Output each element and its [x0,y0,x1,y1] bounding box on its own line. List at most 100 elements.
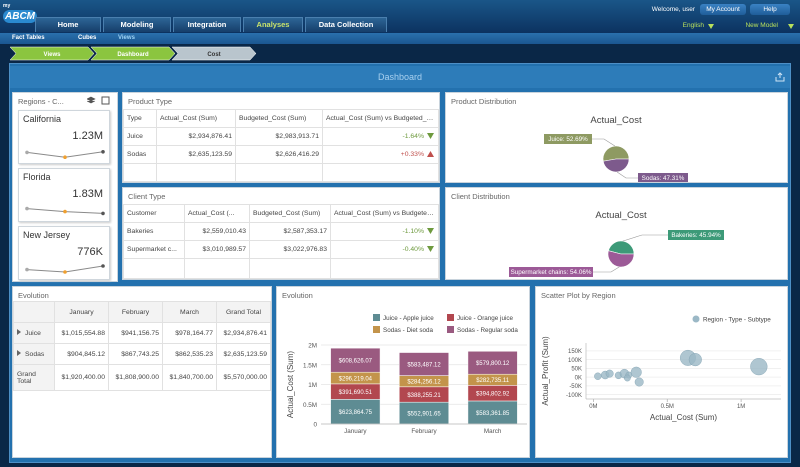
scatter-point [624,374,631,382]
table-cell: $862,535.23 [162,343,217,365]
nav-tab[interactable]: Data Collection [305,17,387,32]
legend-label: Juice - Apple juice [383,315,434,322]
table-cell: $1,808,900.00 [108,364,163,391]
data-label: $579,800.12 [476,361,510,367]
language-select[interactable]: English [682,22,704,29]
chart: Region - Type - Subtype 150K 100K 50K 0K -50K… [541,315,781,422]
table-cell: $3,010,989.57 [184,240,250,259]
filler-cell [123,258,185,279]
y-tick-label: 50K [571,367,582,373]
legend-label: Sodas - Regular soda [457,327,518,334]
data-row: Juice $2,934,876.41 $2,983,913.71 -1.64% [123,127,439,146]
model-select[interactable]: New Model [745,22,778,29]
data-label: $296,219.04 [339,376,373,382]
nav-tab[interactable]: Home [35,17,101,32]
panel: Product Type Type Actual_Cost (Sum) Budgete… [122,92,440,183]
nav-tab[interactable]: Analyses [243,17,303,32]
region-card: New Jersey 776K [18,226,110,280]
account-button[interactable]: My Account [700,4,746,15]
sub-nav-item[interactable]: Views [118,35,135,41]
export-icon [775,72,785,82]
chart: Actual_Cost Bakeries: 45.94% Supermarket c… [509,210,724,277]
nav-tab[interactable]: Integration [173,17,241,32]
column-header: January [54,301,109,323]
table-cell: $5,570,000.00 [216,364,271,391]
sparkline-point [63,155,67,159]
cell-text: $2,635,123.59 [188,151,232,158]
column-header: Customer [123,204,185,223]
trend-arrow [427,133,434,140]
sub-nav-bar [0,33,800,44]
table-cell: $2,626,416.29 [235,145,323,164]
y-tick-label: 2M [308,343,317,350]
column-header: Actual_Cost (Sum) [156,109,236,128]
chart: Juice - Apple juice Juice - Orange juice S… [286,314,527,435]
chart-title: Actual_Cost [590,115,642,126]
layers-icon[interactable] [87,96,96,104]
filler-row [123,258,439,279]
cell-text: Sodas [127,151,147,158]
table-cell: $1,840,700.00 [162,364,217,391]
scatter-point [688,353,702,367]
chart-title: Actual_Cost [595,210,647,221]
help-button[interactable]: Help [750,4,790,15]
bar-segment [467,351,518,375]
sub-nav-item[interactable]: Fact Tables [12,35,45,41]
cell-text: -1.64% [402,133,424,140]
pie-slice [608,240,635,255]
x-tick-label: 0.5M [661,404,674,410]
trend-arrow [427,151,434,158]
column-header: February [108,301,163,323]
sparkline-point [25,267,29,272]
table-cell: $904,845.12 [54,343,109,365]
trend-indicator [427,228,434,235]
filler-cell [249,258,331,279]
data-label-box [668,230,724,240]
region-name: Florida [23,172,51,182]
data-label: Bakeries: 45.94% [671,232,721,239]
data-label: $608,626.07 [339,358,373,364]
legend-label: Region - Type - Subtype [703,317,771,324]
panel-title: Product Distribution [451,97,517,106]
data-label: $623,864.75 [339,410,373,416]
column-header: Actual_Cost (Sum) vs Budgeted_Cost (Sum.… [330,204,439,223]
expand-arrow[interactable] [17,329,22,335]
y-axis-title: Actual_Profit (Sum) [541,336,550,406]
table-cell: $1,920,400.00 [54,364,109,391]
filler-cell [123,163,157,182]
breadcrumb-step[interactable] [171,46,257,61]
y-tick-label: 0K [575,375,582,381]
breadcrumb-step[interactable] [90,46,176,61]
sub-nav-item[interactable]: Cubes [78,35,97,41]
filler-cell [235,163,323,182]
panel-title: Client Type [128,192,166,201]
bar-segment [330,399,381,425]
table-cell: Juice [123,127,157,146]
pie-slice [602,158,630,173]
cell-text: -1.10% [402,228,424,235]
column-header: Type [123,109,157,128]
x-axis-title: Actual_Cost (Sum) [650,413,717,422]
panel-icons [87,96,110,105]
panel-title: Client Distribution [451,192,510,201]
row-header: Sodas [13,343,55,365]
cell-text: Bakeries [127,228,154,235]
breadcrumb-label: Views [44,52,62,58]
breadcrumb-label: Dashboard [117,52,149,58]
breadcrumb-step[interactable] [10,46,95,61]
table-cell: $2,587,353.17 [249,222,331,241]
panel-title: Regions - C... [18,97,64,106]
welcome-text: Welcome, user [651,6,695,13]
nav-tab[interactable]: Modeling [103,17,171,32]
cell-text: Juice [127,133,143,140]
data-table: Type Actual_Cost (Sum) Budgeted_Cost (Sum)… [123,109,439,182]
export-icon-shape[interactable] [775,72,785,82]
legend-label: Juice - Orange juice [457,315,513,322]
cell-text: $2,934,876.41 [188,133,232,140]
expand-arrow[interactable] [17,350,22,356]
y-tick-label: 150K [568,349,582,355]
table-cell: $2,559,010.43 [184,222,250,241]
export-icon[interactable] [101,96,110,105]
sparkline [25,150,105,159]
table-cell: -1.10% [330,222,439,241]
